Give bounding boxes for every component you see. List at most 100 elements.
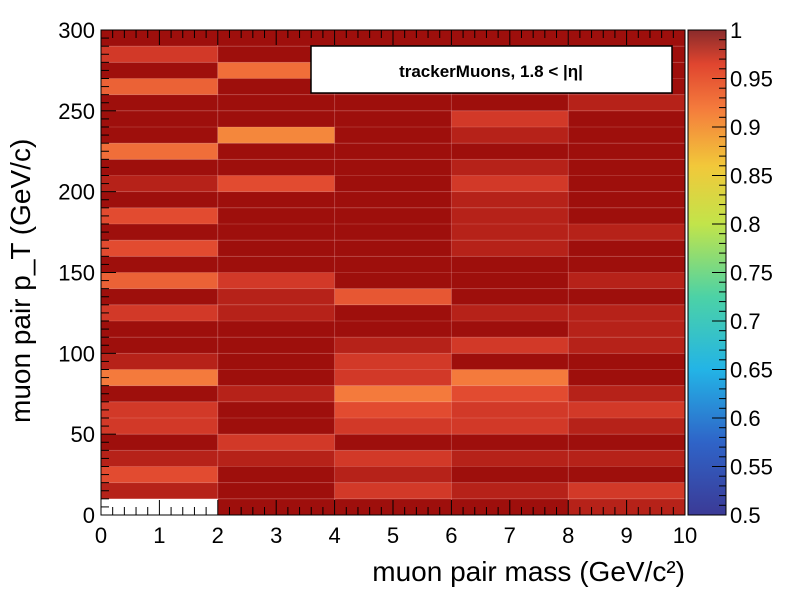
heatmap-cell	[101, 256, 218, 273]
x-axis: 0 1 2 3 4 5 6 7 8 9 10	[95, 30, 697, 548]
heatmap-cell	[451, 191, 569, 208]
legend-text: trackerMuons, 1.8 < |η|	[399, 62, 583, 81]
heatmap-cell	[101, 94, 218, 111]
heatmap-cell	[451, 353, 569, 370]
heatmap-cell	[101, 191, 218, 208]
heatmap-cell	[217, 450, 335, 467]
heatmap-cell	[101, 450, 218, 467]
heatmap-cell	[568, 175, 685, 192]
heatmap-cell	[217, 369, 335, 386]
heatmap-cell	[451, 272, 569, 289]
heatmap-cell	[334, 450, 452, 467]
y-tick-label: 150	[58, 261, 95, 286]
z-tick-label: 0.5	[730, 503, 761, 528]
heatmap-cell	[101, 288, 218, 305]
heatmap-cell	[101, 62, 218, 79]
heatmap-cell	[451, 159, 569, 176]
heatmap-cell	[217, 321, 335, 338]
heatmap-cell	[568, 127, 685, 144]
heatmap-cell	[451, 369, 569, 386]
heatmap-cell	[101, 466, 218, 483]
heatmap-cell	[217, 191, 335, 208]
heatmap-cell	[101, 175, 218, 192]
heatmap-cell	[334, 240, 452, 257]
heatmap-cell	[451, 482, 569, 499]
y-tick-label: 0	[83, 503, 95, 528]
heatmap-cell	[568, 288, 685, 305]
heatmap-cell	[101, 385, 218, 402]
heatmap-cell	[217, 240, 335, 257]
heatmap-cell	[334, 207, 452, 224]
heatmap-cell	[334, 94, 452, 111]
heatmap-cell	[568, 256, 685, 273]
heatmap-cell	[568, 110, 685, 127]
z-tick-label: 1	[730, 18, 742, 43]
x-tick-label: 4	[328, 523, 340, 548]
heatmap-cell	[334, 272, 452, 289]
heatmap-cell	[451, 240, 569, 257]
heatmap-cell	[334, 434, 452, 451]
heatmap-cell	[451, 450, 569, 467]
legend-box: trackerMuons, 1.8 < |η|	[310, 45, 673, 94]
heatmap-cell	[101, 482, 218, 499]
z-tick-label: 0.9	[730, 115, 761, 140]
heatmap-cell	[334, 288, 452, 305]
heatmap-cell	[568, 401, 685, 418]
heatmap-cell	[217, 127, 335, 144]
heatmap-cell	[334, 191, 452, 208]
heatmap-cell	[568, 337, 685, 354]
y-tick-label: 100	[58, 341, 95, 366]
heatmap-cell	[217, 418, 335, 435]
heatmap-cell	[451, 401, 569, 418]
y-axis: 0 50 100 150 200 250 300	[58, 18, 116, 528]
heatmap-cell	[217, 46, 335, 63]
z-tick-label: 0.95	[730, 67, 773, 92]
heatmap-cell	[451, 288, 569, 305]
x-tick-label: 7	[504, 523, 516, 548]
x-tick-label: 6	[445, 523, 457, 548]
heatmap-cell	[101, 143, 218, 160]
heatmap-cell	[217, 110, 335, 127]
heatmap-cell	[568, 321, 685, 338]
x-tick-label: 1	[153, 523, 165, 548]
heatmap-cell	[217, 401, 335, 418]
x-tick-label: 5	[387, 523, 399, 548]
heatmap-cell	[217, 207, 335, 224]
heatmap-cell	[217, 94, 335, 111]
heatmap-cell	[101, 353, 218, 370]
heatmap-cell	[334, 127, 452, 144]
heatmap-cell	[334, 482, 452, 499]
z-tick-label: 0.75	[730, 261, 773, 286]
heatmap-cell	[101, 159, 218, 176]
heatmap-cell	[217, 62, 335, 79]
heatmap-cell	[568, 224, 685, 241]
legend-frame	[310, 45, 673, 94]
heatmap-cell	[451, 256, 569, 273]
heatmap-cell	[334, 159, 452, 176]
heatmap-cell	[101, 224, 218, 241]
heatmap-cell	[101, 78, 218, 95]
heatmap-cell	[568, 207, 685, 224]
heatmap-cell	[217, 175, 335, 192]
x-tick-label: 0	[95, 523, 107, 548]
heatmap-cell	[568, 304, 685, 321]
heatmap-cell	[568, 434, 685, 451]
heatmap-cell	[217, 288, 335, 305]
heatmap-cell	[451, 304, 569, 321]
heatmap-cell	[568, 240, 685, 257]
heatmap-cell	[568, 482, 685, 499]
heatmap-cell	[217, 78, 335, 95]
heatmap-cell	[334, 385, 452, 402]
z-tick-label: 0.8	[730, 212, 761, 237]
heatmap-cell	[451, 418, 569, 435]
heatmap-cell	[334, 369, 452, 386]
heatmap-cell	[101, 127, 218, 144]
z-tick-label: 0.85	[730, 164, 773, 189]
heatmap-cell	[217, 304, 335, 321]
heatmap-cell	[217, 482, 335, 499]
heatmap-cell	[568, 143, 685, 160]
heatmap-cell	[334, 466, 452, 483]
heatmap-cell	[451, 337, 569, 354]
heatmap-cell	[568, 450, 685, 467]
